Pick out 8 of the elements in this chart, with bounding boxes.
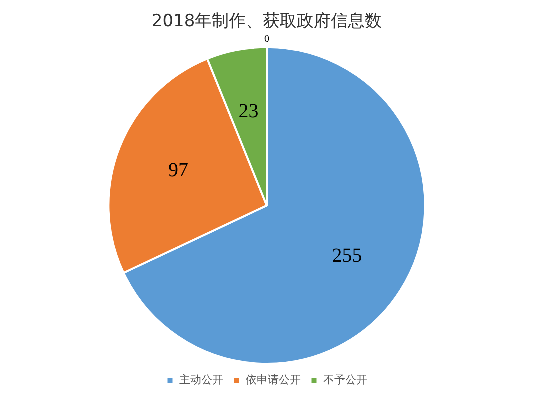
chart-title: 2018年制作、获取政府信息数 (152, 12, 382, 32)
legend-label: 主动公开 (179, 373, 224, 386)
data-label: 97 (168, 159, 189, 182)
legend-label: 不予公开 (323, 373, 368, 386)
data-label: 23 (238, 100, 259, 123)
text: 0 (264, 34, 270, 46)
legend-label: 依申请公开 (246, 373, 301, 386)
data-label: 255 (332, 244, 362, 267)
